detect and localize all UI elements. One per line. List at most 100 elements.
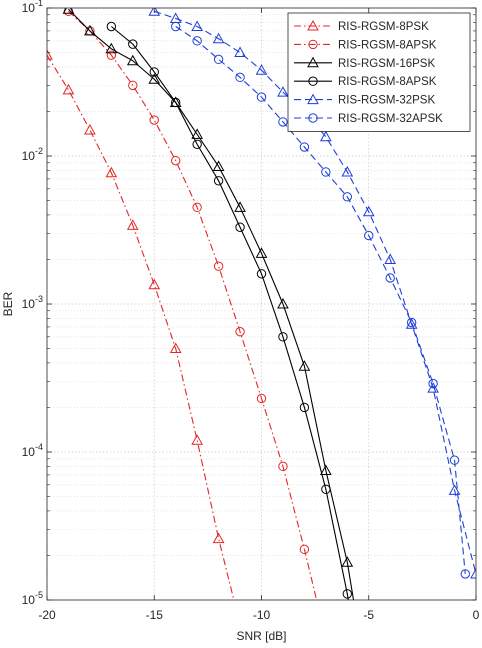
data-point	[256, 393, 267, 404]
data-point	[105, 166, 118, 178]
data-point	[212, 160, 225, 171]
data-point	[255, 247, 268, 258]
y-tick-exponent: -5	[35, 590, 43, 600]
legend-marker	[308, 76, 318, 86]
y-tick-exponent: -3	[35, 294, 43, 304]
data-point	[106, 50, 117, 60]
y-tick-base: 10	[22, 445, 36, 459]
data-point	[278, 461, 288, 472]
x-tick-label: -15	[146, 608, 164, 622]
data-point	[320, 464, 332, 475]
y-tick-label: 10-2	[22, 146, 43, 163]
data-point	[362, 205, 375, 217]
data-point	[105, 42, 118, 54]
x-tick-label: -10	[253, 608, 271, 622]
series-line	[68, 8, 355, 600]
data-point	[84, 123, 96, 135]
legend-marker	[308, 113, 318, 123]
data-point	[449, 455, 460, 465]
data-point	[149, 115, 159, 125]
data-point	[149, 67, 159, 77]
data-point	[171, 97, 181, 108]
data-point	[62, 8, 75, 14]
series-6	[171, 21, 470, 579]
data-series	[47, 8, 476, 600]
data-point	[171, 21, 181, 32]
legend-marker	[307, 93, 319, 105]
series-line	[111, 26, 349, 600]
legend-marker	[308, 39, 318, 50]
data-point	[298, 360, 311, 371]
data-point	[192, 36, 202, 46]
data-point	[148, 8, 161, 16]
data-point	[341, 165, 354, 177]
data-point	[148, 278, 161, 290]
data-point	[171, 155, 181, 166]
data-point	[213, 176, 224, 186]
data-point	[277, 86, 289, 97]
data-point	[128, 80, 138, 91]
data-point	[278, 117, 288, 127]
data-point	[406, 317, 417, 328]
data-point	[256, 269, 267, 279]
data-point	[106, 21, 117, 32]
legend-label: RIS-RGSM-32APSK	[338, 113, 443, 125]
data-point	[255, 64, 268, 75]
data-point	[320, 130, 332, 142]
data-point	[126, 219, 139, 230]
series-line	[68, 10, 318, 600]
y-tick-exponent: -2	[35, 146, 43, 156]
data-point	[470, 567, 476, 579]
x-tick-label: -20	[38, 608, 56, 622]
axis-ticks: -20 -15 -10 -5 010-510-410-310-210-1	[22, 0, 480, 622]
data-point	[405, 318, 418, 329]
data-point	[321, 167, 331, 177]
data-point	[47, 49, 53, 60]
data-point	[278, 332, 288, 342]
data-point	[235, 326, 245, 337]
data-point	[342, 192, 352, 202]
data-point	[342, 589, 352, 599]
y-tick-base: 10	[22, 297, 36, 311]
data-point	[84, 24, 96, 36]
x-tick-label: 0	[473, 608, 480, 622]
data-point	[62, 83, 75, 95]
y-axis-label: BER	[1, 291, 15, 316]
data-point	[128, 39, 138, 49]
data-point	[126, 54, 139, 66]
data-point	[212, 532, 225, 544]
data-point	[213, 261, 224, 271]
y-tick-exponent: -4	[35, 442, 43, 452]
data-point	[277, 297, 289, 309]
series-line	[175, 26, 466, 574]
series-1	[47, 49, 235, 600]
data-point	[235, 72, 245, 83]
data-point	[191, 20, 203, 31]
data-point	[341, 556, 354, 567]
legend-label: RIS-RGSM-16PSK	[338, 58, 435, 70]
data-point	[428, 378, 438, 389]
legend-marker	[307, 56, 319, 68]
data-point	[191, 434, 203, 445]
series-3	[62, 8, 355, 600]
x-axis-label: SNR [dB]	[236, 629, 286, 643]
data-point	[384, 253, 397, 264]
data-point	[460, 569, 470, 579]
y-tick-label: 10-5	[22, 590, 43, 607]
series-line	[47, 54, 235, 600]
y-tick-base: 10	[22, 593, 36, 607]
x-tick-label: -5	[363, 608, 374, 622]
data-point	[385, 273, 395, 283]
data-point	[192, 139, 202, 149]
data-point	[234, 46, 246, 58]
legend-label: RIS-RGSM-8APSK	[338, 76, 437, 88]
series-4	[106, 21, 352, 600]
y-tick-label: 10-3	[22, 294, 43, 311]
data-point	[299, 544, 310, 555]
y-tick-base: 10	[22, 149, 36, 163]
data-point	[235, 222, 245, 232]
data-point	[212, 32, 225, 44]
series-2	[63, 8, 318, 600]
data-point	[169, 342, 182, 354]
